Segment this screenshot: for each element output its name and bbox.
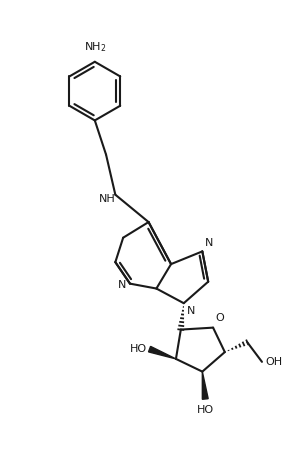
- Text: OH: OH: [265, 357, 282, 367]
- Text: HO: HO: [130, 344, 147, 354]
- Polygon shape: [149, 346, 176, 359]
- Text: N: N: [187, 306, 195, 316]
- Polygon shape: [202, 372, 208, 399]
- Text: N: N: [205, 238, 214, 248]
- Text: HO: HO: [197, 405, 214, 415]
- Text: NH: NH: [99, 194, 116, 203]
- Text: NH$_2$: NH$_2$: [83, 40, 106, 54]
- Text: O: O: [215, 313, 224, 323]
- Text: N: N: [118, 279, 126, 290]
